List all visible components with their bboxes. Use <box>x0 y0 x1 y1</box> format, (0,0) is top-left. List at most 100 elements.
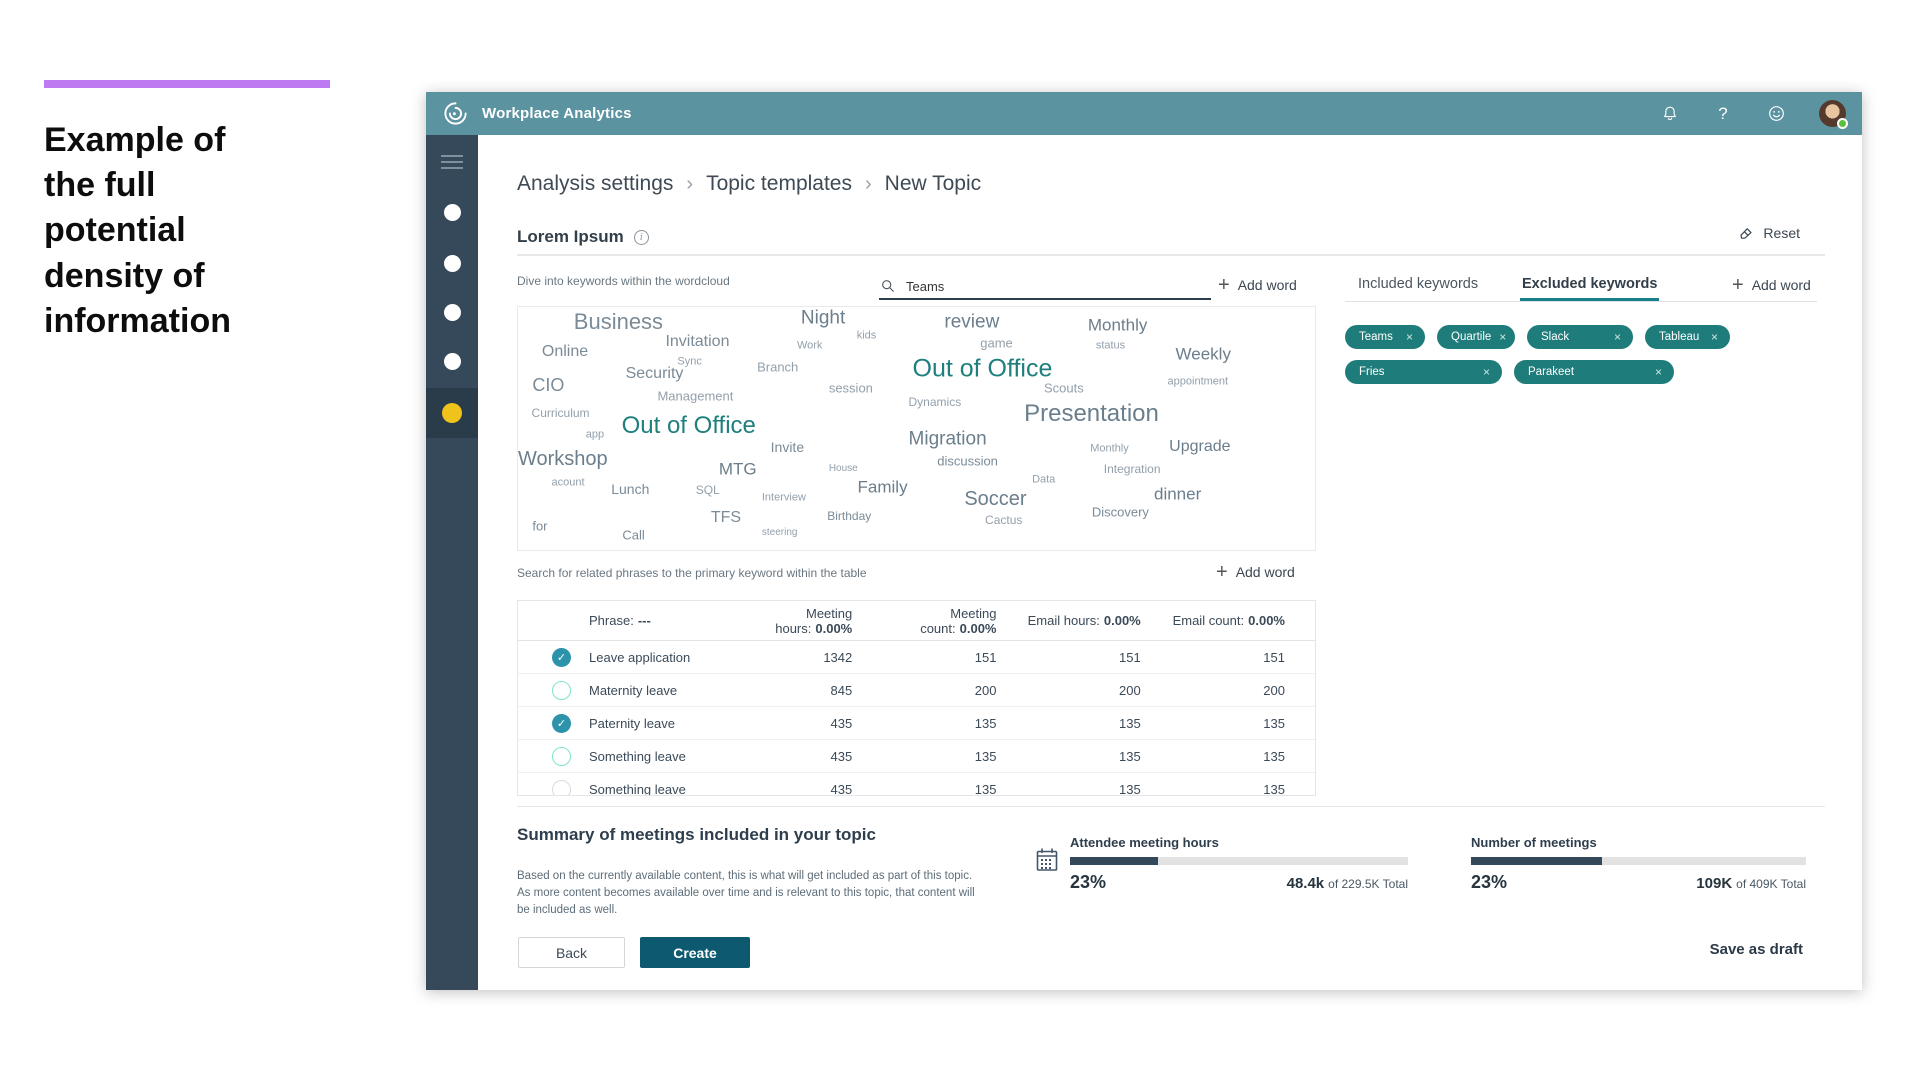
feedback-smiley-icon[interactable] <box>1766 104 1786 124</box>
slide-caption: Example of the full potential density of… <box>44 121 231 340</box>
wordcloud-word[interactable]: Data <box>1032 473 1056 486</box>
add-word-label: Add word <box>1237 277 1297 293</box>
wordcloud-word[interactable]: Curriculum <box>531 405 590 420</box>
wordcloud-word[interactable]: TFS <box>710 509 742 527</box>
reset-button[interactable]: Reset <box>1738 225 1800 241</box>
tab-included-keywords[interactable]: Included keywords <box>1358 276 1479 292</box>
wordcloud-word[interactable]: Cactus <box>985 512 1023 527</box>
chip-remove-icon[interactable]: × <box>1613 330 1621 344</box>
wordcloud-word[interactable]: Lunch <box>611 481 650 498</box>
wordcloud-word[interactable]: Migration <box>908 428 987 450</box>
notifications-bell-icon[interactable] <box>1660 104 1680 124</box>
wordcloud-word[interactable]: review <box>944 311 1000 333</box>
add-word-button-wordcloud[interactable]: + Add word <box>1218 275 1297 295</box>
wordcloud-word[interactable]: Work <box>796 339 823 352</box>
info-icon[interactable]: i <box>633 229 649 245</box>
wordcloud-word[interactable]: Soccer <box>964 487 1027 510</box>
wordcloud-word[interactable]: SQL <box>695 483 720 498</box>
wordcloud-word[interactable]: Dynamics <box>908 394 962 409</box>
wordcloud-word[interactable]: MTG <box>718 459 757 479</box>
wordcloud-word[interactable]: Birthday <box>827 508 872 523</box>
wordcloud-word[interactable]: Presentation <box>1024 399 1159 427</box>
wordcloud-word[interactable]: Workshop <box>518 447 608 470</box>
wordcloud-word[interactable]: CIO <box>532 374 565 395</box>
phrases-section-label: Search for related phrases to the primar… <box>517 566 867 580</box>
wordcloud-word[interactable]: Invitation <box>665 333 730 351</box>
value-cell: 435 <box>830 781 853 796</box>
wordcloud-word[interactable]: Security <box>625 364 684 382</box>
wordcloud-word[interactable]: game <box>980 335 1013 351</box>
wordcloud-word[interactable]: Out of Office <box>621 412 756 440</box>
chip-remove-icon[interactable]: × <box>1654 365 1662 379</box>
sidebar-item-5-active[interactable] <box>426 388 478 438</box>
value-cell: 151 <box>1119 649 1141 665</box>
wordcloud-word[interactable]: Online <box>541 342 589 360</box>
wordcloud-word[interactable]: for <box>532 518 548 534</box>
wordcloud-word[interactable]: steering <box>761 526 798 538</box>
wordcloud-word[interactable]: Monthly <box>1087 315 1148 335</box>
col-email-count: Email count: 0.00% <box>1172 613 1285 628</box>
plus-icon: + <box>1218 274 1230 296</box>
wordcloud-word[interactable]: Monthly <box>1090 442 1129 455</box>
create-button[interactable]: Create <box>640 937 750 968</box>
sidebar-item-1[interactable] <box>426 187 478 237</box>
breadcrumb-analysis-settings[interactable]: Analysis settings <box>517 172 674 195</box>
keyword-chip[interactable]: Fries × <box>1345 360 1502 384</box>
wordcloud-word[interactable]: Family <box>857 477 908 497</box>
breadcrumb-topic-templates[interactable]: Topic templates <box>706 172 852 195</box>
calendar-icon <box>1036 848 1058 871</box>
value-cell: 200 <box>1263 682 1285 698</box>
row-checkbox[interactable] <box>552 680 571 700</box>
wordcloud-word[interactable]: Scouts <box>1044 380 1084 396</box>
wordcloud-word[interactable]: Night <box>800 307 846 329</box>
hamburger-menu-icon[interactable] <box>426 149 478 175</box>
chip-remove-icon[interactable]: × <box>1482 365 1490 379</box>
row-checkbox[interactable] <box>552 779 571 795</box>
keyword-chip[interactable]: Quartile × <box>1437 325 1515 349</box>
table-row: Something leave 435 135 135 135 <box>518 740 1315 773</box>
wordcloud-word[interactable]: kids <box>856 329 877 342</box>
wordcloud-word[interactable]: app <box>585 428 605 441</box>
wordcloud-word[interactable]: Integration <box>1103 461 1161 476</box>
sidebar-item-3[interactable] <box>426 287 478 337</box>
chip-remove-icon[interactable]: × <box>1405 330 1413 344</box>
chip-remove-icon[interactable]: × <box>1499 330 1507 344</box>
wordcloud-word[interactable]: Invite <box>770 438 805 455</box>
user-avatar[interactable] <box>1819 100 1848 129</box>
keyword-search-input[interactable]: Teams <box>879 274 1211 300</box>
keyword-chip[interactable]: Parakeet × <box>1514 360 1674 384</box>
add-word-button-phrases[interactable]: + Add word <box>1216 562 1295 582</box>
back-button[interactable]: Back <box>518 937 625 968</box>
wordcloud-word[interactable]: Discovery <box>1091 504 1149 520</box>
help-icon[interactable]: ? <box>1718 103 1728 123</box>
sidebar-item-4[interactable] <box>426 336 478 386</box>
wordcloud-word[interactable]: Upgrade <box>1169 437 1231 455</box>
wordcloud-word[interactable]: session <box>828 380 873 396</box>
wordcloud-word[interactable]: Weekly <box>1175 344 1231 364</box>
tab-excluded-keywords[interactable]: Excluded keywords <box>1519 276 1660 301</box>
sidebar-item-2[interactable] <box>426 238 478 288</box>
row-checkbox[interactable]: ✓ <box>552 647 571 667</box>
wordcloud-word[interactable]: status <box>1095 339 1126 352</box>
wordcloud-word[interactable]: Out of Office <box>912 354 1053 383</box>
row-checkbox[interactable] <box>552 746 571 766</box>
wordcloud-word[interactable]: Interview <box>761 491 806 504</box>
keyword-chip[interactable]: Tableau × <box>1645 325 1730 349</box>
wordcloud-word[interactable]: Business <box>573 308 664 334</box>
wordcloud-word[interactable]: dinner <box>1154 484 1202 504</box>
keyword-chip[interactable]: Teams × <box>1345 325 1425 349</box>
wordcloud-word[interactable]: Call <box>622 527 645 543</box>
chip-remove-icon[interactable]: × <box>1710 330 1718 344</box>
save-as-draft-button[interactable]: Save as draft <box>1709 941 1803 958</box>
wordcloud-word[interactable]: House <box>828 462 858 474</box>
add-word-button-keywords[interactable]: + Add word <box>1732 275 1811 295</box>
wordcloud-word[interactable]: Sync <box>677 355 702 368</box>
wordcloud-word[interactable]: appointment <box>1167 375 1229 388</box>
topic-name-title: Lorem Ipsum <box>517 227 624 246</box>
row-checkbox[interactable]: ✓ <box>552 713 571 733</box>
wordcloud-word[interactable]: Branch <box>757 359 799 375</box>
wordcloud-word[interactable]: Management <box>657 388 734 404</box>
wordcloud-word[interactable]: acount <box>551 476 585 489</box>
wordcloud-word[interactable]: discussion <box>937 453 998 469</box>
keyword-chip[interactable]: Slack × <box>1527 325 1633 349</box>
